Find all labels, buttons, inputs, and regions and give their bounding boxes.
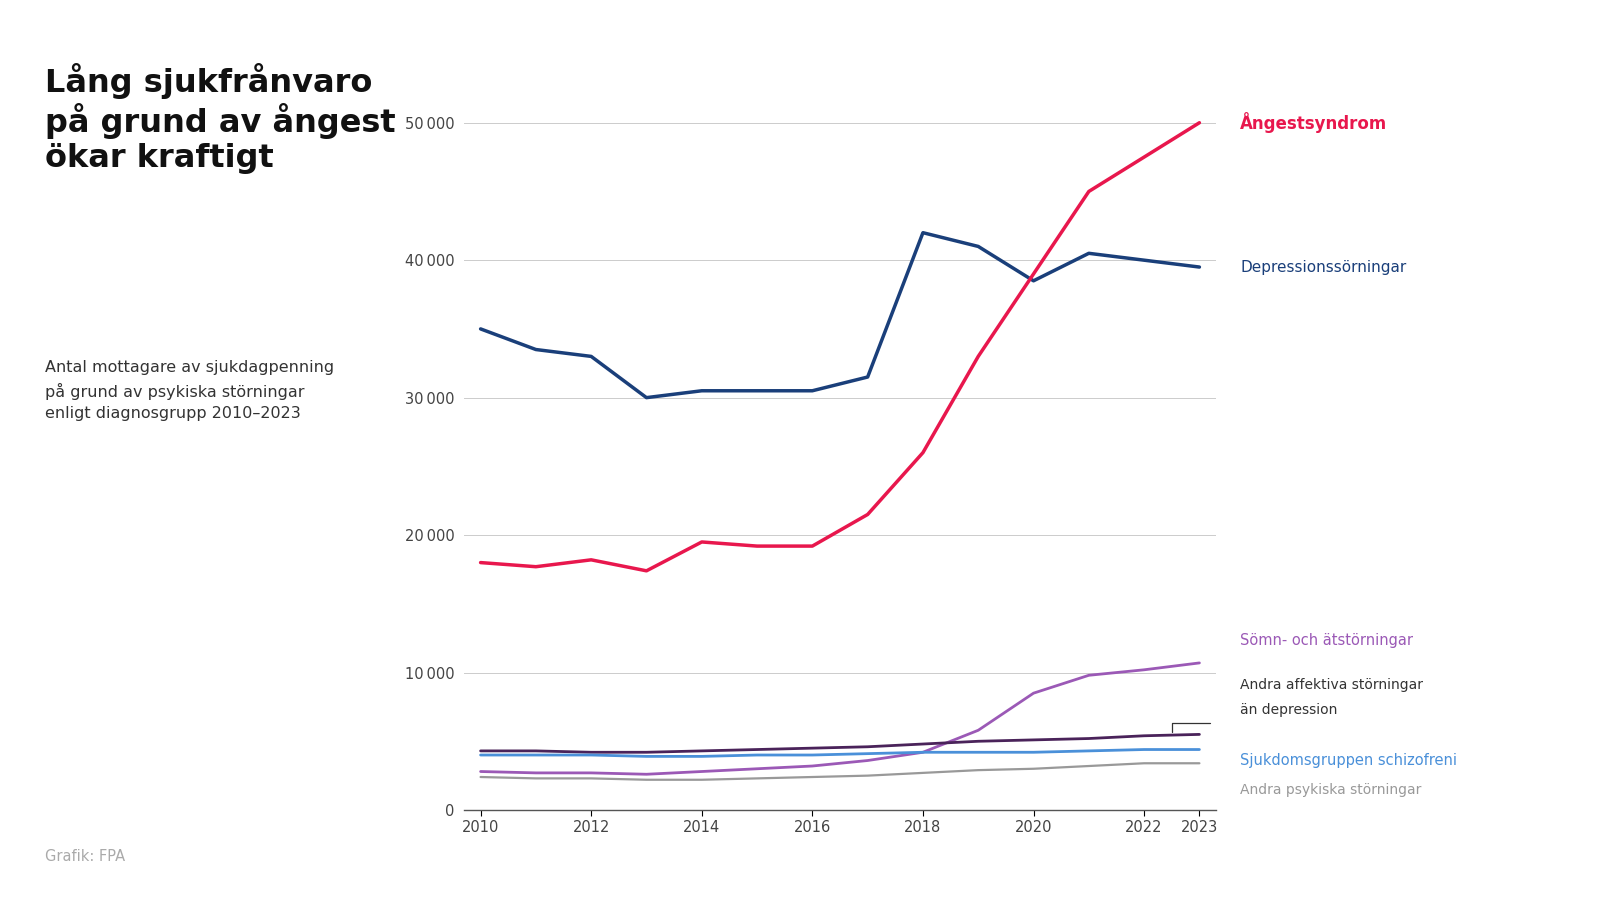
Text: Depressionssörningar: Depressionssörningar (1240, 259, 1406, 274)
Text: Sömn- och ätstörningar: Sömn- och ätstörningar (1240, 633, 1413, 648)
Text: Grafik: FPA: Grafik: FPA (45, 849, 125, 864)
Text: Andra affektiva störningar: Andra affektiva störningar (1240, 678, 1422, 692)
Text: Lång sjukfrånvaro
på grund av ångest
ökar kraftigt: Lång sjukfrånvaro på grund av ångest öka… (45, 63, 395, 174)
Text: än depression: än depression (1240, 703, 1338, 717)
Text: Sjukdomsgruppen schizofreni: Sjukdomsgruppen schizofreni (1240, 752, 1458, 768)
Text: Andra psykiska störningar: Andra psykiska störningar (1240, 783, 1421, 797)
Text: Antal mottagare av sjukdagpenning
på grund av psykiska störningar
enligt diagnos: Antal mottagare av sjukdagpenning på gru… (45, 360, 334, 421)
Text: Ångestsyndrom: Ångestsyndrom (1240, 112, 1387, 133)
